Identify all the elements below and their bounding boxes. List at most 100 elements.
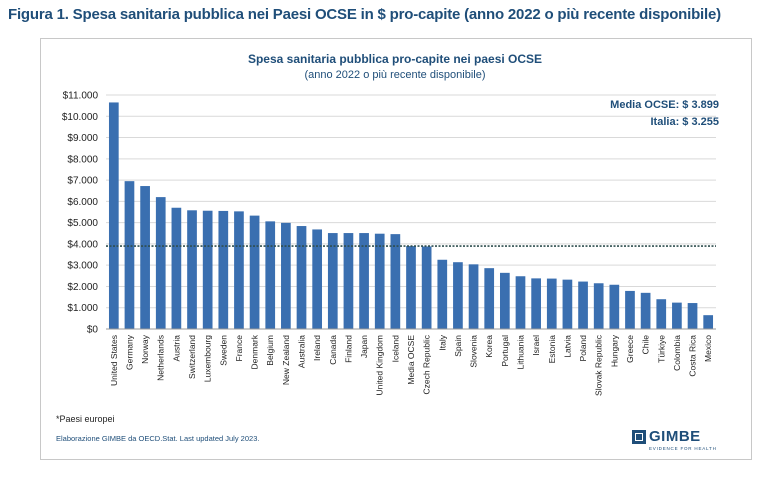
y-tick-label: $8.000 [67, 154, 98, 165]
bar [343, 233, 354, 329]
bar [562, 279, 573, 329]
x-tick-label: Australia [297, 335, 307, 368]
x-tick-label: United States [109, 335, 119, 386]
x-tick-label: Finland [343, 335, 353, 363]
bar [249, 215, 260, 329]
x-tick-label: Switzerland [187, 335, 197, 379]
bar [374, 233, 385, 329]
x-tick-label: Sweden [218, 335, 228, 366]
y-tick-label: $2.000 [67, 282, 98, 293]
x-tick-label: Korea [484, 335, 494, 358]
source-note: Elaborazione GIMBE da OECD.Stat. Last up… [56, 434, 260, 443]
y-tick-label: $9.000 [67, 133, 98, 144]
bar [406, 246, 416, 329]
bar [468, 264, 479, 329]
y-tick-label: $5.000 [67, 218, 98, 229]
bar [155, 197, 166, 329]
x-tick-label: Slovak Republic [594, 334, 604, 396]
italy-annotation: Italia: $ 3.255 [650, 116, 720, 128]
bar [108, 102, 119, 329]
bar [390, 234, 401, 329]
x-tick-label: Media OCSE [406, 335, 416, 385]
x-tick-label: Norway [140, 334, 150, 364]
bar [202, 210, 213, 329]
y-tick-label: $3.000 [67, 261, 98, 272]
x-tick-label: United Kingdom [375, 335, 385, 395]
gimbe-logo-name: GIMBE [649, 428, 701, 445]
gimbe-logo-tagline: EVIDENCE FOR HEALTH [649, 446, 717, 451]
x-tick-label: Israel [531, 335, 541, 356]
x-tick-label: Costa Rica [688, 335, 698, 377]
oecd-average-annotation: Media OCSE: $ 3.899 [610, 99, 719, 111]
bar [359, 233, 369, 329]
x-tick-label: Latvia [562, 335, 572, 358]
bar [218, 210, 229, 329]
bar [421, 246, 432, 329]
y-tick-label: $1.000 [67, 303, 98, 314]
bar [327, 233, 338, 329]
x-tick-label: Austria [171, 335, 181, 362]
x-tick-label: Poland [578, 335, 588, 362]
figure-title: Figura 1. Spesa sanitaria pubblica nei P… [8, 6, 721, 23]
x-tick-label: Colombia [672, 335, 682, 371]
x-tick-label: Lithuania [515, 335, 525, 370]
y-tick-label: $6.000 [67, 197, 98, 208]
chart-title: Spesa sanitaria pubblica pro-capite nei … [247, 52, 543, 66]
bar [656, 299, 667, 329]
bar [640, 292, 651, 329]
x-tick-label: Czech Republic [422, 334, 432, 394]
x-tick-label: Netherlands [156, 335, 166, 381]
x-tick-label: Germany [124, 334, 134, 370]
bar [703, 315, 714, 329]
y-tick-label: $7.000 [67, 176, 98, 187]
y-tick-label: $4.000 [67, 239, 98, 250]
x-tick-label: Iceland [390, 335, 400, 363]
x-tick-label: Chile [641, 335, 651, 355]
bar [593, 283, 604, 329]
y-tick-label: $11.000 [63, 91, 99, 102]
x-tick-label: France [234, 335, 244, 362]
bar [499, 272, 510, 329]
x-tick-label: Canada [328, 335, 338, 365]
bar [546, 278, 557, 329]
x-tick-label: Spain [453, 335, 463, 357]
bar [171, 207, 182, 329]
x-tick-label: Greece [625, 335, 635, 363]
x-tick-label: Slovenia [469, 335, 479, 368]
gimbe-logo-icon [632, 429, 646, 444]
bar [281, 222, 291, 329]
bar [124, 181, 135, 329]
bar [265, 221, 276, 329]
bar [687, 303, 698, 329]
x-tick-label: Italy [437, 334, 447, 350]
bar [578, 281, 588, 329]
y-tick-label: $0 [87, 325, 99, 336]
bar [140, 186, 150, 329]
bar [531, 278, 541, 329]
x-tick-label: Portugal [500, 335, 510, 367]
x-tick-label: Japan [359, 335, 369, 358]
bar [625, 290, 635, 329]
bar [187, 210, 197, 329]
x-tick-label: Estonia [547, 335, 557, 364]
gimbe-logo: GIMBE EVIDENCE FOR HEALTH [632, 428, 717, 451]
bar [515, 276, 526, 329]
bar [453, 262, 463, 329]
bar [312, 229, 323, 329]
bar [484, 268, 495, 329]
x-tick-label: Denmark [250, 334, 260, 369]
x-tick-label: Hungary [609, 334, 619, 367]
bar [609, 284, 620, 329]
x-tick-label: Luxembourg [203, 335, 213, 383]
x-tick-label: Mexico [703, 335, 713, 362]
chart-subtitle: (anno 2022 o più recente disponibile) [304, 69, 486, 81]
x-tick-label: Ireland [312, 335, 322, 361]
x-tick-label: Belgium [265, 335, 275, 366]
european-countries-note: *Paesi europei [56, 414, 115, 424]
x-tick-label: New Zealand [281, 335, 291, 385]
bar [296, 226, 307, 329]
bar [672, 302, 682, 329]
y-tick-label: $10.000 [62, 112, 99, 123]
bar [437, 259, 448, 329]
